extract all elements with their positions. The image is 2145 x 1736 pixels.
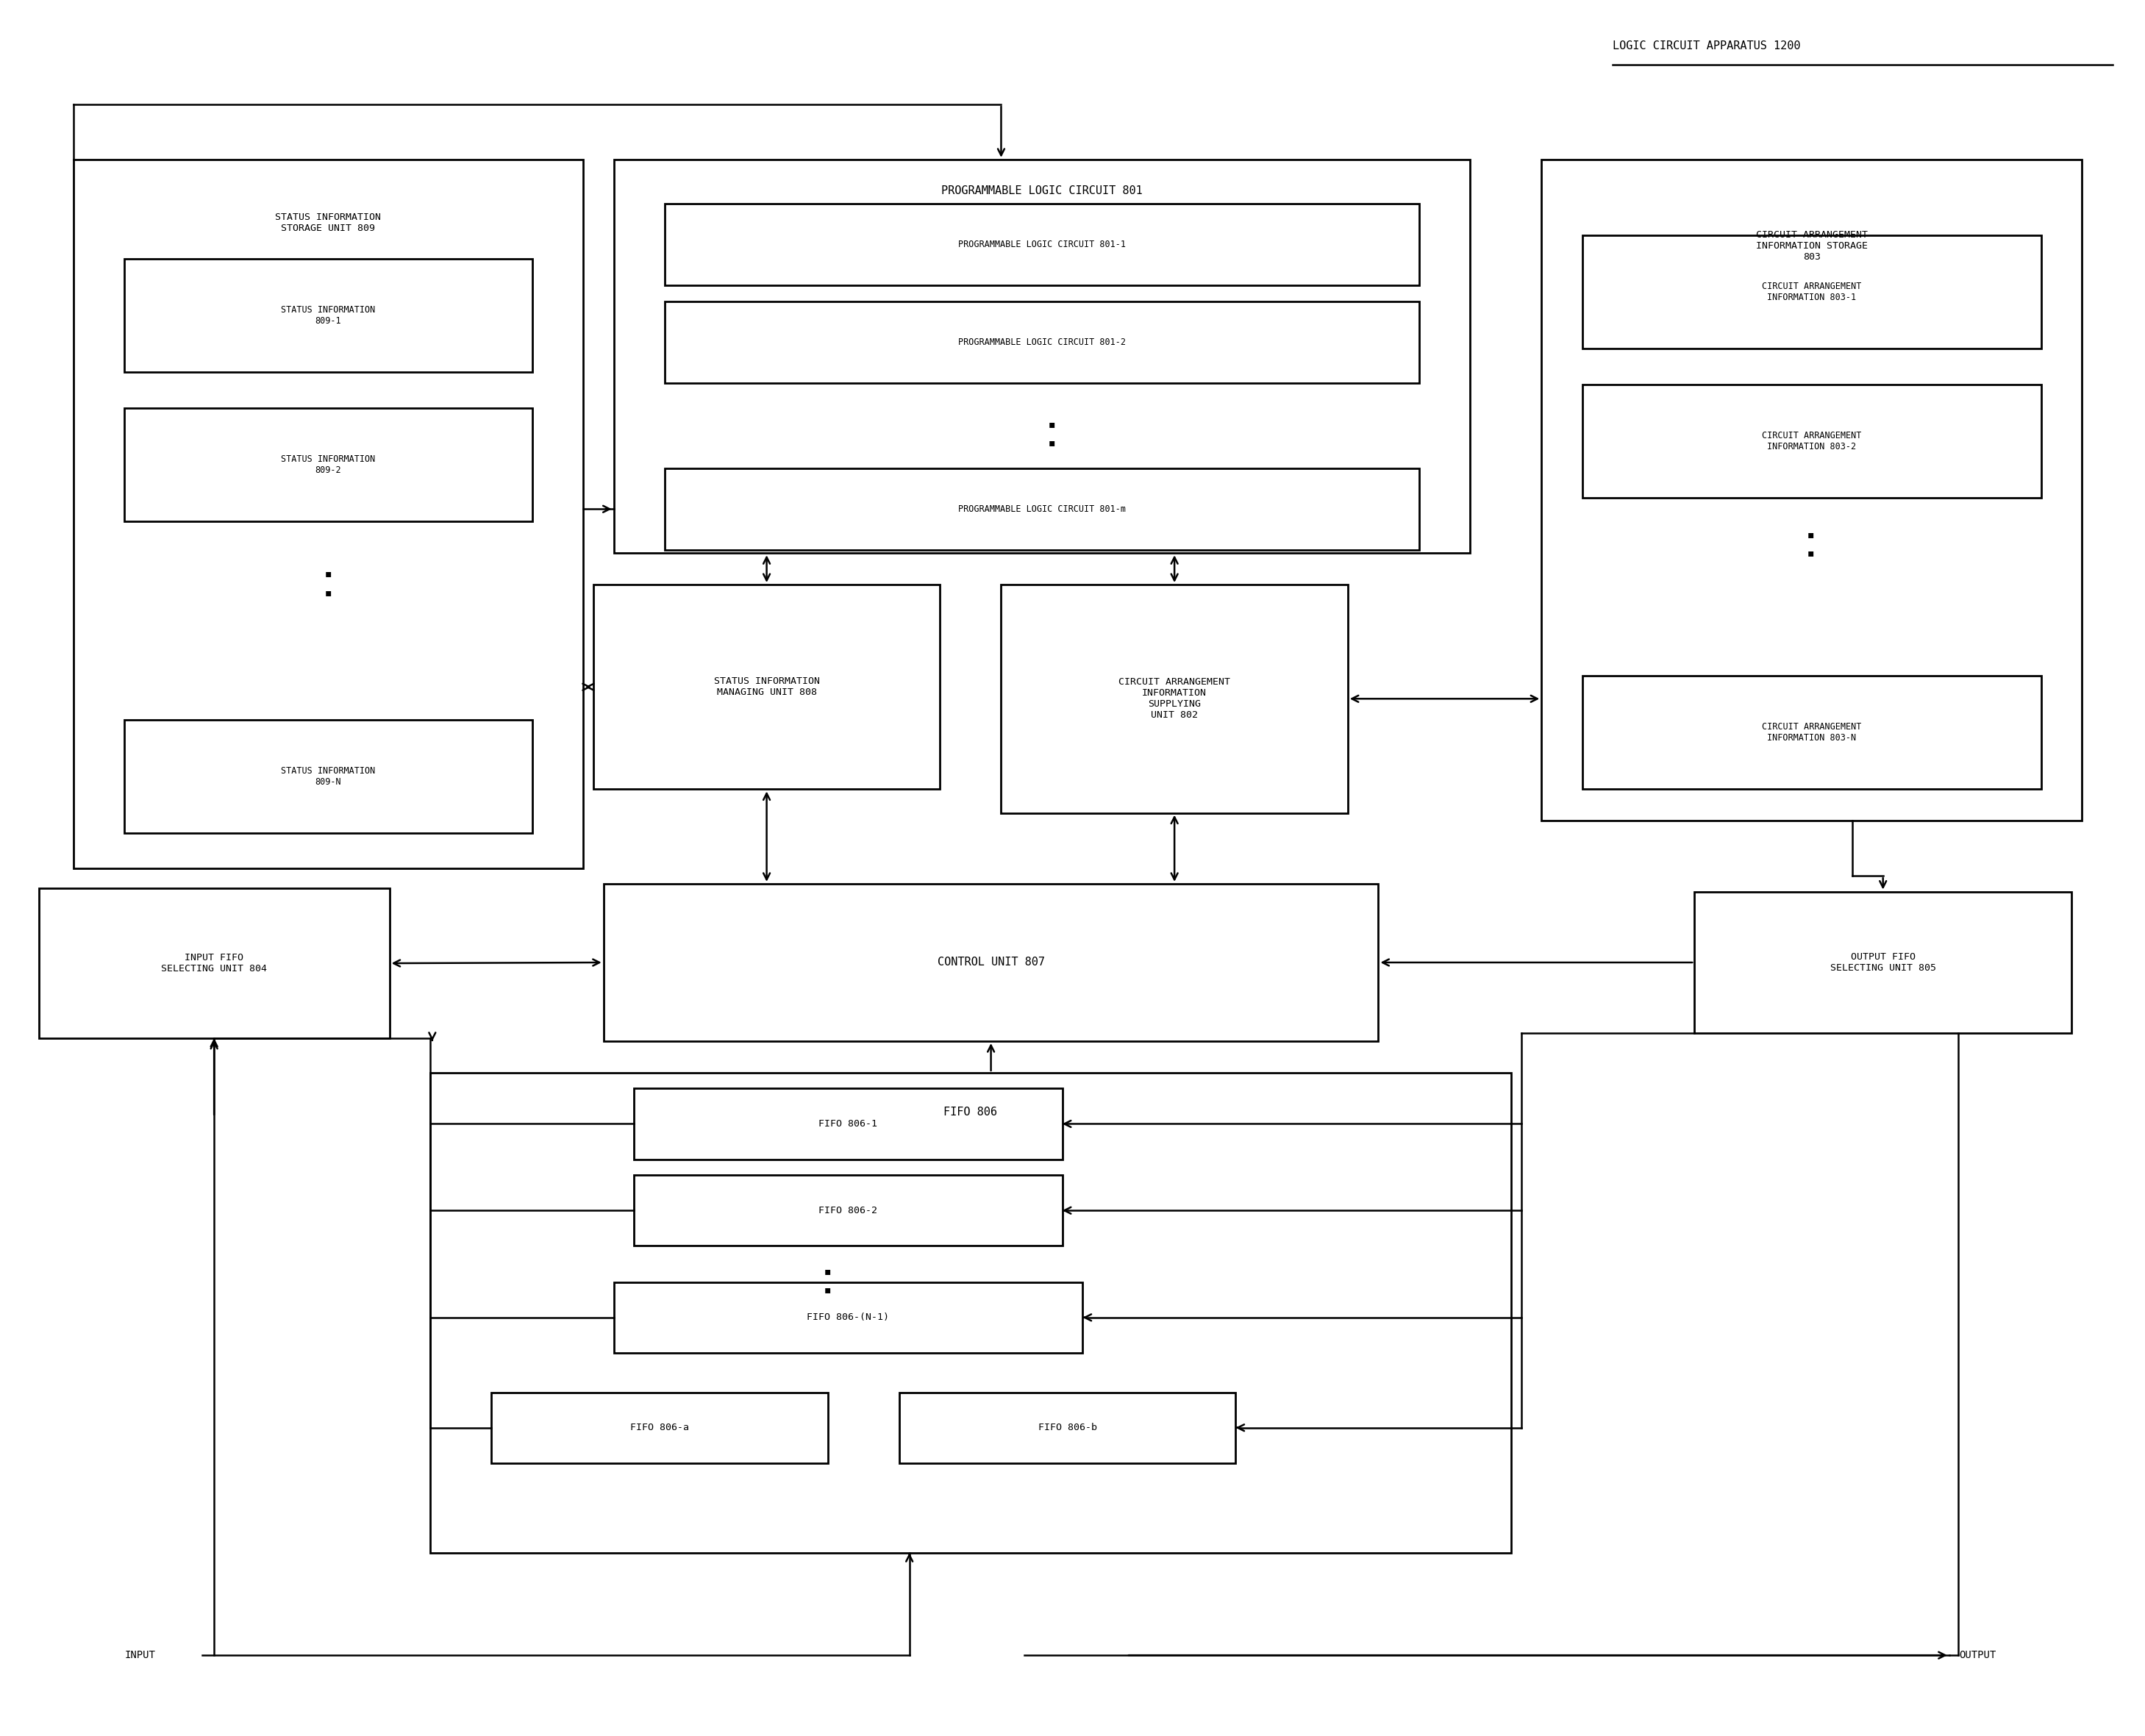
Bar bbox=[431, 1073, 1510, 1554]
Bar bbox=[899, 1392, 1236, 1463]
Text: STATUS INFORMATION
809-N: STATUS INFORMATION 809-N bbox=[281, 766, 375, 786]
Text: INPUT: INPUT bbox=[124, 1651, 154, 1660]
Bar bbox=[124, 408, 532, 521]
Text: STATUS INFORMATION
809-1: STATUS INFORMATION 809-1 bbox=[281, 306, 375, 326]
Bar bbox=[491, 1392, 828, 1463]
Text: ▪: ▪ bbox=[1049, 418, 1055, 429]
Text: LOGIC CIRCUIT APPARATUS 1200: LOGIC CIRCUIT APPARATUS 1200 bbox=[1613, 40, 1800, 52]
Text: STATUS INFORMATION
MANAGING UNIT 808: STATUS INFORMATION MANAGING UNIT 808 bbox=[714, 677, 819, 698]
Bar bbox=[124, 259, 532, 372]
Text: CIRCUIT ARRANGEMENT
INFORMATION 803-1: CIRCUIT ARRANGEMENT INFORMATION 803-1 bbox=[1761, 281, 1862, 302]
Bar bbox=[613, 1283, 1083, 1352]
Text: ▪: ▪ bbox=[824, 1266, 832, 1276]
Text: ▪: ▪ bbox=[1049, 437, 1055, 448]
Text: FIFO 806-(N-1): FIFO 806-(N-1) bbox=[807, 1312, 890, 1323]
Bar bbox=[1583, 675, 2042, 790]
Bar bbox=[1542, 160, 2083, 821]
Text: PROGRAMMABLE LOGIC CIRCUIT 801-1: PROGRAMMABLE LOGIC CIRCUIT 801-1 bbox=[959, 240, 1126, 250]
Text: FIFO 806-1: FIFO 806-1 bbox=[819, 1120, 877, 1128]
Text: ▪: ▪ bbox=[324, 568, 332, 578]
Text: PROGRAMMABLE LOGIC CIRCUIT 801: PROGRAMMABLE LOGIC CIRCUIT 801 bbox=[942, 186, 1143, 196]
Text: STATUS INFORMATION
809-2: STATUS INFORMATION 809-2 bbox=[281, 455, 375, 476]
Bar bbox=[124, 720, 532, 833]
Bar bbox=[73, 160, 583, 868]
Text: FIFO 806-b: FIFO 806-b bbox=[1038, 1424, 1096, 1432]
Text: INPUT FIFO
SELECTING UNIT 804: INPUT FIFO SELECTING UNIT 804 bbox=[161, 953, 266, 974]
Bar bbox=[39, 889, 390, 1038]
Text: CONTROL UNIT 807: CONTROL UNIT 807 bbox=[937, 957, 1045, 969]
Bar bbox=[665, 469, 1420, 550]
Bar bbox=[613, 160, 1469, 554]
Text: OUTPUT: OUTPUT bbox=[1958, 1651, 1997, 1660]
Bar bbox=[665, 203, 1420, 285]
Bar bbox=[635, 1175, 1062, 1246]
Bar bbox=[665, 300, 1420, 384]
Text: CIRCUIT ARRANGEMENT
INFORMATION
SUPPLYING
UNIT 802: CIRCUIT ARRANGEMENT INFORMATION SUPPLYIN… bbox=[1118, 677, 1231, 720]
Text: ▪: ▪ bbox=[324, 587, 332, 597]
Bar bbox=[635, 1088, 1062, 1160]
Bar bbox=[1583, 385, 2042, 498]
Text: OUTPUT FIFO
SELECTING UNIT 805: OUTPUT FIFO SELECTING UNIT 805 bbox=[1830, 951, 1937, 972]
Text: PROGRAMMABLE LOGIC CIRCUIT 801-2: PROGRAMMABLE LOGIC CIRCUIT 801-2 bbox=[959, 337, 1126, 347]
Bar bbox=[1583, 234, 2042, 349]
Text: ▪: ▪ bbox=[824, 1285, 832, 1295]
Text: ▪: ▪ bbox=[1806, 529, 1815, 540]
Bar bbox=[594, 585, 940, 790]
Bar bbox=[603, 884, 1379, 1042]
Text: ▪: ▪ bbox=[1806, 549, 1815, 559]
Text: STATUS INFORMATION
STORAGE UNIT 809: STATUS INFORMATION STORAGE UNIT 809 bbox=[275, 212, 382, 233]
Text: CIRCUIT ARRANGEMENT
INFORMATION 803-N: CIRCUIT ARRANGEMENT INFORMATION 803-N bbox=[1761, 722, 1862, 743]
Text: CIRCUIT ARRANGEMENT
INFORMATION STORAGE
803: CIRCUIT ARRANGEMENT INFORMATION STORAGE … bbox=[1757, 231, 1868, 262]
Text: FIFO 806: FIFO 806 bbox=[944, 1106, 997, 1118]
Text: FIFO 806-2: FIFO 806-2 bbox=[819, 1207, 877, 1215]
Bar bbox=[1002, 585, 1347, 812]
Text: PROGRAMMABLE LOGIC CIRCUIT 801-m: PROGRAMMABLE LOGIC CIRCUIT 801-m bbox=[959, 503, 1126, 514]
Text: CIRCUIT ARRANGEMENT
INFORMATION 803-2: CIRCUIT ARRANGEMENT INFORMATION 803-2 bbox=[1761, 431, 1862, 451]
Text: FIFO 806-a: FIFO 806-a bbox=[631, 1424, 689, 1432]
Bar bbox=[1695, 892, 2072, 1033]
